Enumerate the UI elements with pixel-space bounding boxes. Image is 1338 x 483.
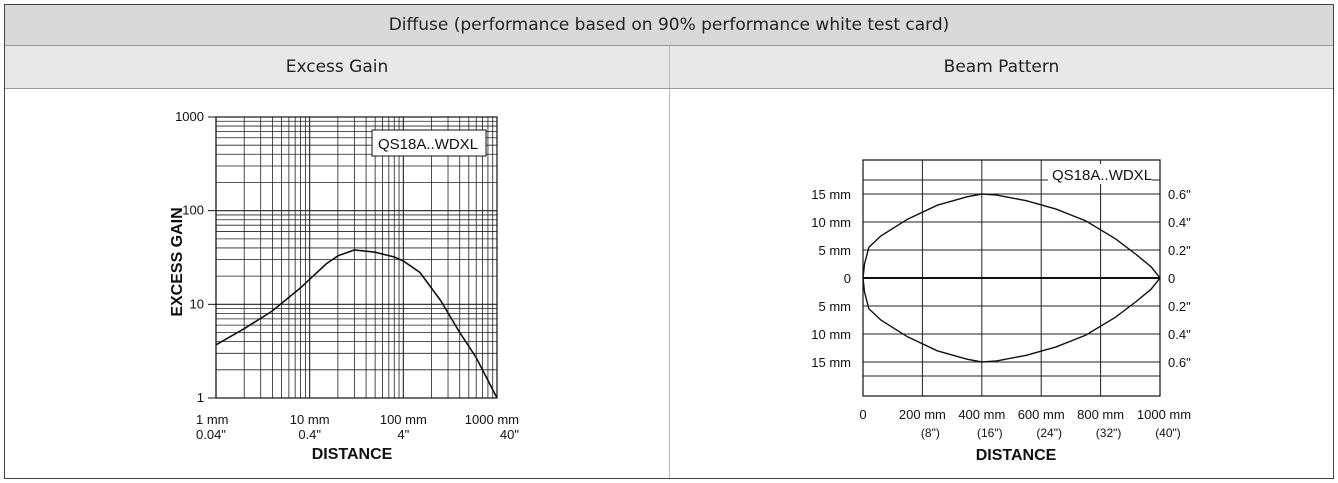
beam-pattern-right-tick-label: 0.4" xyxy=(1168,327,1191,342)
beam-pattern-x-tick-sublabel: (40") xyxy=(1155,426,1181,440)
beam-pattern-x-tick-label: 800 mm xyxy=(1077,407,1124,422)
beam-pattern-grid xyxy=(862,160,1161,396)
beam-pattern-left-tick-label: 5 mm xyxy=(819,243,852,258)
beam-pattern-x-tick-label: 400 mm xyxy=(958,407,1005,422)
excess-gain-y-tick-label: 100 xyxy=(182,203,204,218)
beam-pattern-right-tick-label: 0.2" xyxy=(1168,299,1191,314)
beam-pattern-x-tick-sublabel: (24") xyxy=(1036,426,1062,440)
beam-pattern-x-tick-label: 0 xyxy=(859,407,866,422)
performance-table: Diffuse (performance based on 90% perfor… xyxy=(4,4,1334,479)
beam-pattern-left-tick-label: 15 mm xyxy=(811,187,851,202)
beam-pattern-model-label-box: QS18A..WDXL xyxy=(1048,164,1152,184)
beam-pattern-x-axis-label: DISTANCE xyxy=(976,447,1057,464)
beam-pattern-left-tick-label: 5 mm xyxy=(819,299,852,314)
beam-pattern-x-tick-sublabel: (16") xyxy=(977,426,1003,440)
header-excess-gain: Excess Gain xyxy=(5,46,670,88)
excess-gain-plot-frame xyxy=(215,116,498,399)
beam-pattern-left-tick-label: 15 mm xyxy=(811,355,851,370)
excess-gain-y-tick-label: 10 xyxy=(190,296,204,311)
excess-gain-x-tick-sublabel: 0.04" xyxy=(196,427,226,442)
header-beam-pattern: Beam Pattern xyxy=(943,57,1060,77)
beam-pattern-model-label: QS18A..WDXL xyxy=(1052,167,1152,184)
beam-pattern-left-tick-label: 0 xyxy=(844,271,851,286)
excess-gain-y-tick-labels: 1 10 100 1000 xyxy=(175,109,204,405)
beam-pattern-right-tick-label: 0 xyxy=(1168,271,1175,286)
excess-gain-x-axis-label: DISTANCE xyxy=(312,446,393,463)
beam-pattern-right-tick-label: 0.2" xyxy=(1168,243,1191,258)
beam-pattern-right-tick-label: 0.4" xyxy=(1168,215,1191,230)
beam-pattern-x-tick-sublabel: (8") xyxy=(921,426,940,440)
beam-pattern-x-tick-sublabel: (32") xyxy=(1096,426,1122,440)
beam-pattern-right-tick-label: 0.6" xyxy=(1168,187,1191,202)
excess-gain-grid xyxy=(208,116,497,399)
column-divider xyxy=(669,89,670,478)
excess-gain-model-label-box: QS18A..WDXL xyxy=(371,129,487,157)
excess-gain-x-tick-label: 1 mm xyxy=(196,412,229,427)
excess-gain-y-tick-label: 1 xyxy=(197,390,204,405)
beam-pattern-x-tick-label: 200 mm xyxy=(899,407,946,422)
excess-gain-model-label: QS18A..WDXL xyxy=(378,136,478,153)
excess-gain-curve xyxy=(215,249,498,399)
table-title: Diffuse (performance based on 90% perfor… xyxy=(5,5,1333,46)
beam-pattern-x-tick-label: 600 mm xyxy=(1018,407,1065,422)
excess-gain-x-tick-label: 100 mm xyxy=(380,412,427,427)
beam-pattern-left-tick-labels: 15 mm 10 mm 5 mm 0 5 mm 10 mm 15 mm xyxy=(811,187,851,370)
excess-gain-chart: QS18A..WDXL 1 10 100 1000 1 mm0.04" 10 mm0.4… xyxy=(169,109,519,463)
beam-pattern-curve xyxy=(862,193,1161,363)
beam-pattern-x-tick-label: 1000 mm xyxy=(1137,407,1191,422)
excess-gain-x-tick-sublabel: 40" xyxy=(500,427,519,442)
beam-pattern-left-tick-label: 10 mm xyxy=(811,327,851,342)
table-header-row: Excess Gain Beam Pattern xyxy=(5,46,1333,89)
beam-pattern-right-tick-label: 0.6" xyxy=(1168,355,1191,370)
excess-gain-y-tick-label: 1000 xyxy=(175,109,204,124)
excess-gain-x-tick-sublabel: 4" xyxy=(397,427,409,442)
excess-gain-x-tick-label: 1000 mm xyxy=(465,412,519,427)
beam-pattern-right-tick-labels: 0.6" 0.4" 0.2" 0 0.2" 0.4" 0.6" xyxy=(1168,187,1191,370)
excess-gain-x-tick-sublabel: 0.4" xyxy=(298,427,321,442)
excess-gain-x-tick-label: 10 mm xyxy=(290,412,330,427)
beam-pattern-x-tick-labels: 0 200 mm (8") 400 mm (16") 600 mm (24") 800 mm (… xyxy=(859,407,1191,440)
beam-pattern-left-tick-label: 10 mm xyxy=(811,215,851,230)
excess-gain-y-axis-label: EXCESS GAIN xyxy=(169,207,186,316)
